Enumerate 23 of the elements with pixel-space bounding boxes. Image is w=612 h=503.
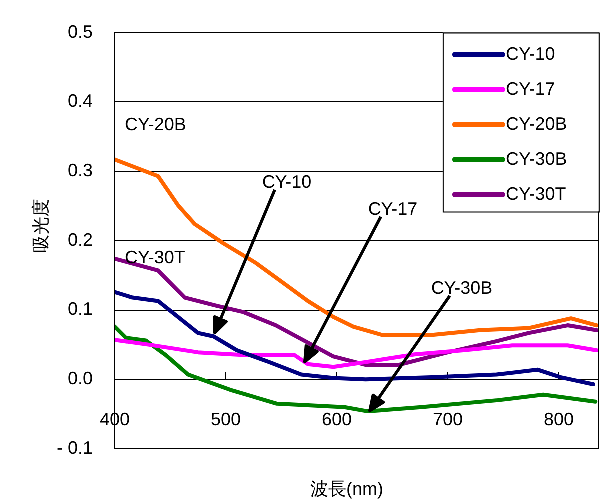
- legend-label: CY-10: [506, 44, 556, 64]
- x-axis-title: 波長(nm): [310, 478, 384, 499]
- annotation: CY-10: [262, 172, 312, 192]
- y-tick-label: 0.2: [68, 230, 93, 250]
- x-tick-label: 500: [210, 409, 242, 430]
- annotation: CY-17: [368, 198, 418, 219]
- x-tick-label: 600: [322, 409, 352, 430]
- legend-label: CY-17: [506, 78, 556, 99]
- annotation: CY-30B: [431, 278, 493, 298]
- x-tick-label: 700: [432, 409, 464, 430]
- y-tick-label: 0.5: [68, 22, 93, 42]
- y-axis-title: 吸光度: [30, 198, 51, 253]
- y-tick-label: 0.1: [68, 299, 93, 320]
- y-tick-label: 0.0: [68, 368, 93, 389]
- legend-label: CY-30T: [506, 184, 566, 204]
- legend-label: CY-20B: [506, 114, 568, 134]
- annotation: CY-20B: [125, 114, 186, 134]
- legend-label: CY-30B: [506, 148, 568, 169]
- x-tick-label: 800: [544, 409, 574, 430]
- y-tick-label: 0.3: [68, 160, 93, 180]
- y-tick-label: 0.4: [68, 91, 93, 112]
- y-tick-label: - 0.1: [56, 438, 93, 458]
- annotation: CY-30T: [124, 248, 186, 268]
